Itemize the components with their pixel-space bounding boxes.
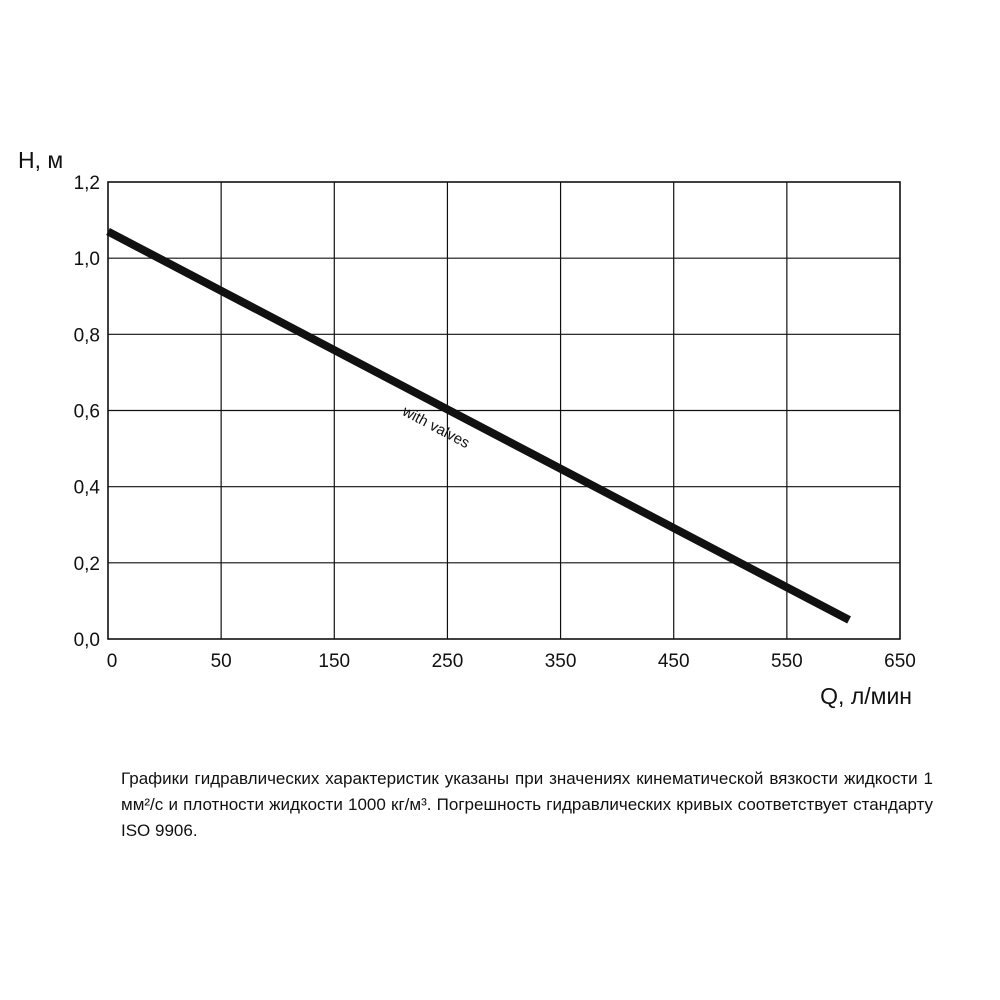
x-axis-title: Q, л/мин (820, 683, 912, 709)
annotation-layer: with valves (399, 402, 473, 452)
y-tick-label: 0,0 (74, 630, 100, 651)
y-tick-label: 0,6 (74, 402, 100, 423)
x-tick-label: 150 (318, 651, 350, 672)
y-tick-label: 0,4 (74, 478, 101, 499)
x-tick-label: 0 (107, 651, 118, 672)
series-annotation-label: with valves (399, 402, 473, 452)
y-tick-label: 1,2 (74, 173, 100, 194)
y-tick-labels: 0,0 0,2 0,4 0,6 0,8 1,0 1,2 (74, 173, 101, 651)
x-tick-label: 350 (545, 651, 577, 672)
series-layer (106, 227, 851, 624)
characteristics-note: Графики гидравлических характеристик ука… (121, 769, 933, 840)
y-tick-label: 0,8 (74, 325, 100, 346)
y-tick-label: 0,2 (74, 554, 100, 575)
x-tick-label: 50 (211, 651, 232, 672)
y-axis-title: H, м (18, 147, 63, 173)
grid (108, 182, 900, 639)
x-tick-labels: 0 50 150 250 350 450 550 650 (107, 651, 916, 672)
y-tick-label: 1,0 (74, 249, 100, 270)
x-tick-label: 650 (884, 651, 916, 672)
x-tick-label: 550 (771, 651, 803, 672)
plot-frame (107, 181, 901, 640)
x-tick-label: 450 (658, 651, 690, 672)
x-tick-label: 250 (432, 651, 464, 672)
series-line-with-valves (106, 227, 851, 624)
head-flow-chart: 0,0 0,2 0,4 0,6 0,8 1,0 1,2 0 50 150 250 350 450 550… (18, 147, 916, 709)
